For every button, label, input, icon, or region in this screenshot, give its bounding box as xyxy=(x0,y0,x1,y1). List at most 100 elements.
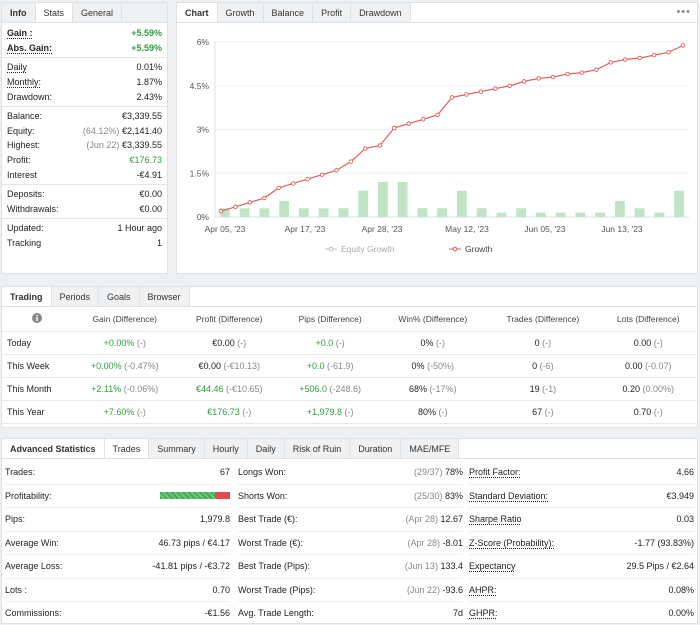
table-cell: €44.46 (-€10.65) xyxy=(177,377,282,401)
table-cell: +0.00% (-0.47%) xyxy=(72,354,178,378)
growth-point[interactable] xyxy=(377,143,383,148)
chart-menu-icon[interactable]: ••• xyxy=(676,6,691,18)
equity-bar xyxy=(417,208,428,217)
table-cell: 0% (-) xyxy=(379,331,487,355)
growth-point[interactable] xyxy=(550,74,556,80)
table-cell: 0.00 (-) xyxy=(599,331,697,355)
tab-profit[interactable]: Profit xyxy=(313,3,352,22)
tab-advanced-statistics[interactable]: Advanced Statistics xyxy=(2,439,105,458)
growth-point[interactable] xyxy=(262,195,267,201)
info-row-note: (Jun 22) xyxy=(86,140,120,151)
stat-value-wrap: 1,979.8 xyxy=(200,514,230,524)
trading-panel: Trading Periods Goals Browser Gain (Diff… xyxy=(1,286,698,428)
growth-point[interactable] xyxy=(233,204,238,210)
growth-point[interactable] xyxy=(579,70,585,75)
tab-summary[interactable]: Summary xyxy=(149,439,205,458)
tab-mae-mfe[interactable]: MAE/MFE xyxy=(401,439,460,458)
tab-chart[interactable]: Chart xyxy=(177,3,218,22)
info-stats-list: Gain : +5.59% Abs. Gain: +5.59% Daily 0.01% Mo… xyxy=(2,23,167,250)
growth-point[interactable] xyxy=(435,112,440,118)
growth-point[interactable] xyxy=(565,71,570,77)
equity-bar xyxy=(219,208,230,217)
table-cell: +2.11% (-0.06%) xyxy=(72,377,178,401)
cell-difference: (-0.06%) xyxy=(123,383,159,394)
cell-value: €0.00 xyxy=(212,337,235,348)
cell-difference: (0.00%) xyxy=(642,383,674,394)
stat-label: Average Win: xyxy=(5,537,59,548)
growth-point[interactable] xyxy=(478,89,484,94)
tab-risk-of-ruin[interactable]: Risk of Ruin xyxy=(284,439,351,458)
growth-point[interactable] xyxy=(608,60,614,65)
growth-point[interactable] xyxy=(363,146,368,151)
growth-point[interactable] xyxy=(507,83,513,89)
legend-growth-label[interactable]: Growth xyxy=(465,244,493,254)
info-icon[interactable] xyxy=(2,307,72,332)
tab-info[interactable]: Info xyxy=(2,3,36,22)
legend-equity-label[interactable]: Equity Growth xyxy=(341,244,395,254)
tab-stats[interactable]: Stats xyxy=(35,3,74,22)
stat-row: Trades: 67 xyxy=(5,461,230,485)
chart-panel: Chart Growth Balance Profit Drawdown •••… xyxy=(176,2,698,274)
growth-point[interactable] xyxy=(406,121,411,126)
growth-point[interactable] xyxy=(680,43,686,48)
stat-label: Best Trade (€): xyxy=(238,514,298,525)
growth-point[interactable] xyxy=(651,52,657,58)
cell-difference: (-248.6) xyxy=(329,383,362,394)
cell-value: €0.00 xyxy=(198,360,221,371)
chart-tabs: Chart Growth Balance Profit Drawdown xyxy=(177,3,697,23)
tab-balance[interactable]: Balance xyxy=(263,3,314,22)
tab-drawdown[interactable]: Drawdown xyxy=(351,3,411,22)
tab-growth[interactable]: Growth xyxy=(217,3,264,22)
growth-point[interactable] xyxy=(594,67,599,72)
growth-point[interactable] xyxy=(391,125,397,131)
tab-hourly[interactable]: Hourly xyxy=(204,439,248,458)
stat-value: -€1.56 xyxy=(204,608,230,619)
growth-point[interactable] xyxy=(305,176,310,182)
tab-goals[interactable]: Goals xyxy=(99,287,140,306)
tab-daily[interactable]: Daily xyxy=(247,439,285,458)
cell-value: 68% xyxy=(409,383,428,394)
stat-value-wrap: 67 xyxy=(220,467,230,477)
info-row-value: 1.87% xyxy=(136,77,162,88)
info-row-note: (64.12%) xyxy=(82,125,120,136)
x-tick-label: Apr 05, '23 xyxy=(205,224,246,234)
growth-point[interactable] xyxy=(666,49,671,55)
growth-point[interactable] xyxy=(637,55,642,61)
info-row-value-wrap: €3,339.55 xyxy=(122,111,162,121)
growth-point[interactable] xyxy=(623,57,628,62)
info-row-label: Abs. Gain: xyxy=(7,42,53,53)
growth-point[interactable] xyxy=(449,95,455,100)
tab-periods[interactable]: Periods xyxy=(51,287,100,306)
stat-value-wrap: 0.70 xyxy=(212,585,230,595)
growth-point[interactable] xyxy=(521,79,527,84)
growth-point[interactable] xyxy=(348,159,354,164)
growth-point[interactable] xyxy=(493,86,498,91)
growth-point[interactable] xyxy=(247,200,253,205)
growth-point[interactable] xyxy=(319,172,325,177)
stat-label: Worst Trade (€): xyxy=(238,537,303,548)
stat-row: Profit Factor: 4.66 xyxy=(469,461,694,485)
growth-point[interactable] xyxy=(290,181,296,186)
tab-trading[interactable]: Trading xyxy=(2,287,52,306)
tab-general[interactable]: General xyxy=(73,3,123,22)
stat-label: Worst Trade (Pips): xyxy=(238,584,316,595)
growth-point[interactable] xyxy=(276,185,281,191)
stat-label: Longs Won: xyxy=(238,467,286,478)
growth-point[interactable] xyxy=(218,208,224,214)
stat-value-wrap: (Apr 28) -8.01 xyxy=(407,538,463,548)
divider xyxy=(2,105,167,107)
periods-body: Today +0.00% (-) €0.00 (-) +0.0 (-) 0% (-) 0 … xyxy=(2,331,697,424)
growth-point[interactable] xyxy=(334,168,339,173)
table-cell: 67 (-) xyxy=(486,400,600,424)
info-row: Interest -€4.91 xyxy=(2,167,167,182)
tab-browser[interactable]: Browser xyxy=(139,287,190,306)
info-row: Deposits: €0.00 xyxy=(2,187,167,202)
growth-point[interactable] xyxy=(464,92,469,97)
tab-duration[interactable]: Duration xyxy=(350,439,402,458)
cell-difference: (-1) xyxy=(542,383,557,394)
cell-difference: (-) xyxy=(653,406,663,417)
growth-point[interactable] xyxy=(420,117,426,122)
tab-trades[interactable]: Trades xyxy=(104,439,150,458)
growth-point[interactable] xyxy=(536,76,541,81)
stat-note: (29/37) xyxy=(413,467,443,478)
